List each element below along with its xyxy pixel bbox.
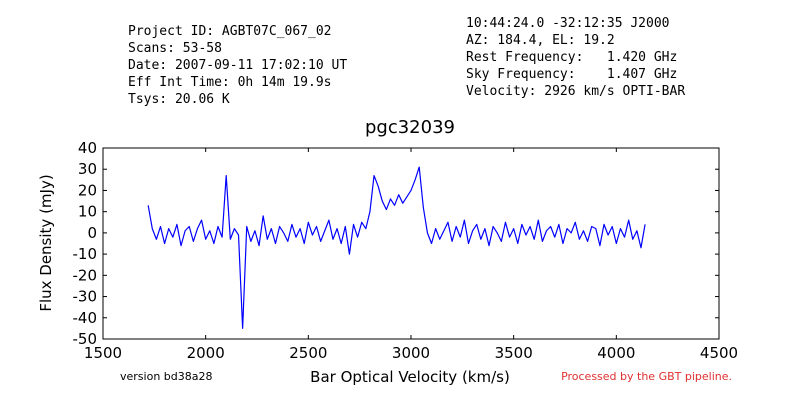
y-tick-label: 20: [78, 181, 97, 199]
chart-title: pgc32039: [365, 117, 455, 138]
x-tick-label: 4500: [700, 344, 738, 362]
x-axis-label: Bar Optical Velocity (km/s): [310, 368, 510, 386]
y-tick-label: -40: [73, 309, 98, 327]
header-line: Rest Frequency: 1.420 GHz: [466, 50, 677, 65]
header-line: Sky Frequency: 1.407 GHz: [466, 67, 677, 82]
y-tick-label: -30: [73, 288, 98, 306]
y-tick-label: 30: [78, 160, 97, 178]
header-line: Date: 2007-09-11 17:02:10 UT: [128, 58, 347, 73]
header-line: Project ID: AGBT07C_067_02: [128, 24, 332, 39]
y-tick-label: 0: [87, 224, 97, 242]
header-line: 10:44:24.0 -32:12:35 J2000: [466, 16, 670, 31]
x-tick-label: 1500: [84, 344, 122, 362]
pipeline-note: Processed by the GBT pipeline.: [561, 370, 732, 383]
plot-frame: [102, 147, 720, 340]
y-tick-label: -10: [73, 245, 98, 263]
y-axis-label: Flux Density (mJy): [37, 174, 55, 311]
x-tick-label: 4000: [597, 344, 635, 362]
header-line: Velocity: 2926 km/s OPTI-BAR: [466, 84, 685, 99]
y-tick-label: -50: [73, 330, 98, 348]
y-tick-label: 40: [78, 139, 97, 157]
header-line: Scans: 53-58: [128, 41, 222, 56]
version-note: version bd38a28: [120, 370, 213, 383]
y-tick-label: -20: [73, 266, 98, 284]
y-tick-label: 10: [78, 203, 97, 221]
header-line: AZ: 184.4, EL: 19.2: [466, 33, 615, 48]
header-line: Tsys: 20.06 K: [128, 92, 230, 107]
x-tick-label: 3000: [392, 344, 430, 362]
x-tick-label: 3500: [495, 344, 533, 362]
x-tick-label: 2500: [289, 344, 327, 362]
header-line: Eff Int Time: 0h 14m 19.9s: [128, 75, 332, 90]
x-tick-label: 2000: [187, 344, 225, 362]
spectrum-line: [147, 166, 646, 329]
